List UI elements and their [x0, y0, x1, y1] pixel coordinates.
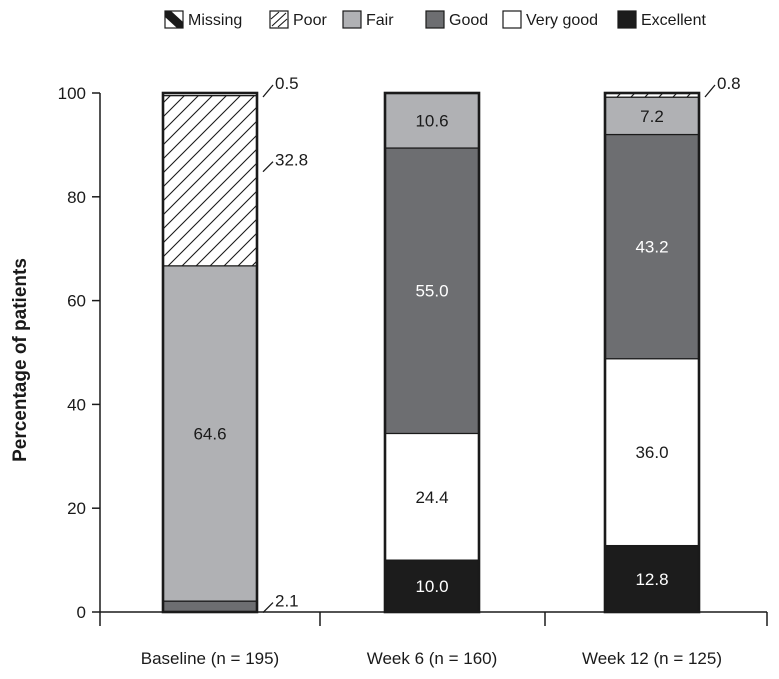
callout-line-1 [262, 161, 274, 173]
callout-line-3 [704, 84, 716, 98]
bar-1: 10.0 24.4 55.0 10.6 [383, 91, 481, 614]
bar-label-excellent-2: 12.8 [635, 570, 668, 589]
y-tick-label-40: 40 [67, 395, 86, 414]
bar-outline-2 [603, 91, 701, 614]
y-tick-label-0: 0 [77, 603, 86, 622]
callout-label-missing-0: 0.5 [275, 74, 299, 93]
legend-swatch-very-good [502, 10, 522, 29]
bar-segment-fair-1 [384, 92, 480, 149]
legend-label-poor: Poor [293, 12, 327, 29]
callout-label-poor-0: 32.8 [275, 151, 308, 170]
legend-swatch-excellent [617, 10, 637, 29]
legend-label-very-good: Very good [526, 12, 598, 29]
bar-0: 64.6 [161, 91, 259, 614]
bar-segment-good-0 [162, 600, 258, 613]
legend-item-very-good: Very good [502, 10, 598, 29]
x-category-label-1: Week 6 (n = 160) [367, 649, 498, 668]
x-category-label-2: Week 12 (n = 125) [582, 649, 722, 668]
legend-item-poor: Poor [269, 10, 327, 29]
bar-label-excellent-1: 10.0 [415, 577, 448, 596]
bars: 64.6 10.0 24.4 55.0 10.6 12.8 36.0 43.2 7.2 [161, 91, 701, 614]
bar-label-very-good-1: 24.4 [415, 488, 448, 507]
bar-label-very-good-2: 36.0 [635, 443, 668, 462]
legend-item-excellent: Excellent [617, 10, 706, 29]
x-category-label-0: Baseline (n = 195) [141, 649, 279, 668]
callout-label-poor-2: 0.8 [717, 74, 741, 93]
bar-segment-good-1 [384, 147, 480, 435]
bar-label-good-2: 43.2 [635, 238, 668, 257]
legend-swatch-good [425, 10, 445, 29]
legend-label-missing: Missing [188, 12, 242, 29]
y-tick-label-60: 60 [67, 292, 86, 311]
bar-outline-1 [383, 91, 481, 614]
legend-swatch-fair [342, 10, 362, 29]
bar-label-good-1: 55.0 [415, 282, 448, 301]
bar-segment-poor-0 [162, 94, 258, 267]
bar-segment-good-2 [604, 133, 700, 360]
legend-label-fair: Fair [366, 12, 394, 29]
y-tick-label-80: 80 [67, 188, 86, 207]
bar-segment-fair-2 [604, 96, 700, 136]
legend-item-missing: Missing [164, 10, 242, 29]
callout-line-2 [262, 602, 274, 614]
bar-outline-0 [161, 91, 259, 614]
legend-swatch-poor-lines [270, 11, 288, 28]
callouts: 0.5 32.8 2.1 0.8 [262, 74, 741, 614]
bar-label-fair-1: 10.6 [415, 112, 448, 131]
legend: Missing Poor Fair Good Very good Excellent [164, 10, 706, 29]
legend-label-good: Good [449, 12, 488, 29]
bar-2: 12.8 36.0 43.2 7.2 [603, 91, 701, 614]
callout-label-good-0: 2.1 [275, 592, 299, 611]
y-tick-label-100: 100 [58, 84, 86, 103]
bar-label-fair-2: 7.2 [640, 107, 664, 126]
legend-item-fair: Fair [342, 10, 394, 29]
y-tick-label-20: 20 [67, 499, 86, 518]
bar-label-fair-0: 64.6 [193, 424, 226, 443]
y-axis-title: Percentage of patients [10, 258, 31, 462]
legend-item-good: Good [425, 10, 488, 29]
bar-segment-very-good-2 [604, 358, 700, 547]
legend-swatch-missing-stripe [165, 11, 183, 28]
callout-line-0 [262, 84, 274, 98]
legend-label-excellent: Excellent [641, 12, 706, 29]
